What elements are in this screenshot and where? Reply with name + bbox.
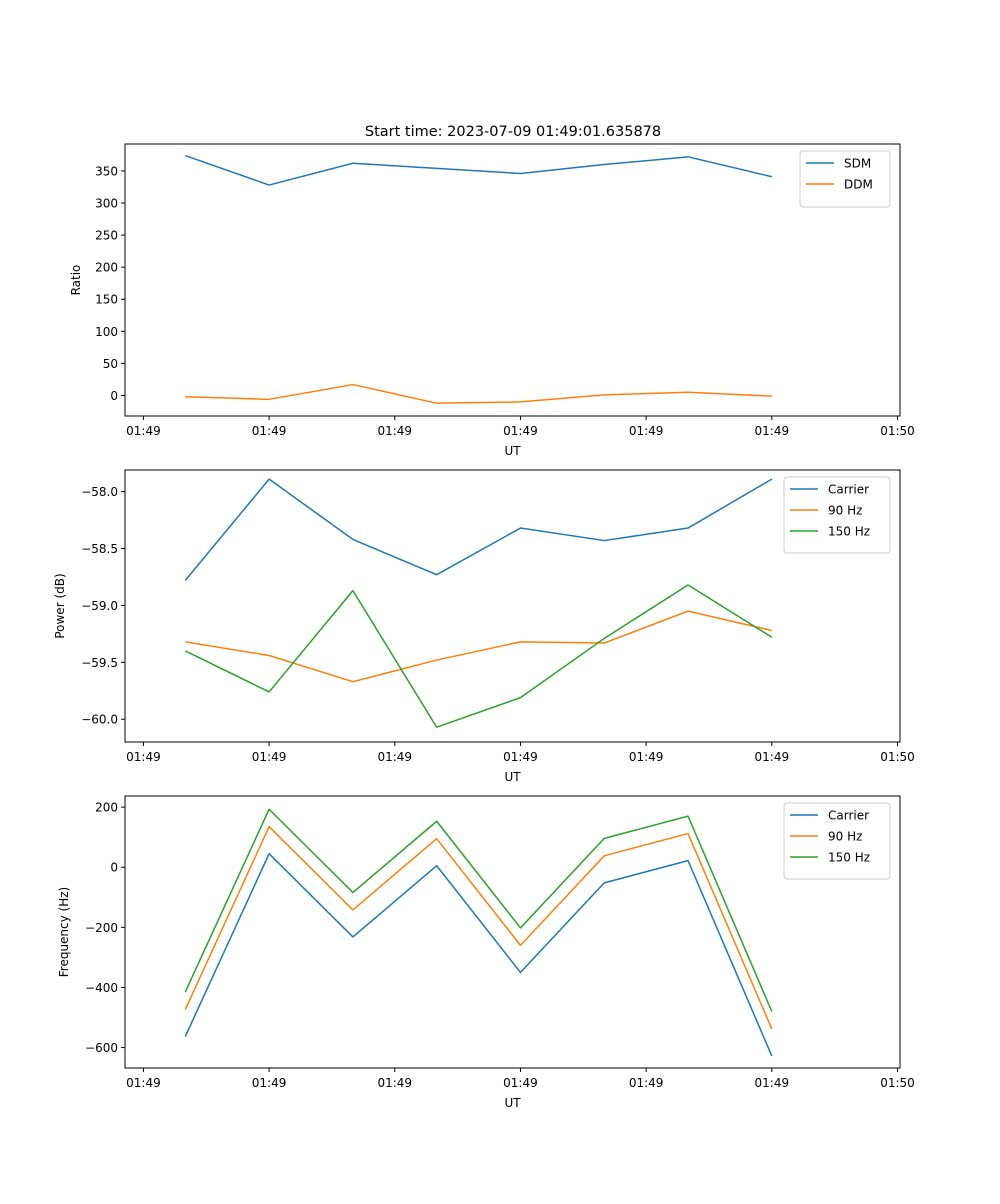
y-tick-label: 300: [95, 197, 118, 211]
x-tick-label: 01:49: [126, 1076, 161, 1090]
x-tick-label: 01:49: [126, 750, 161, 764]
y-tick-label: −60.0: [81, 713, 118, 727]
x-tick-label: 01:49: [503, 750, 538, 764]
x-tick-label: 01:49: [755, 424, 790, 438]
y-axis-label: Power (dB): [53, 573, 67, 638]
y-tick-label: −58.5: [81, 542, 118, 556]
legend-label: 150 Hz: [828, 525, 870, 539]
x-tick-label: 01:49: [377, 1076, 412, 1090]
x-tick-label: 01:50: [880, 750, 915, 764]
legend-label: 90 Hz: [828, 504, 862, 518]
legend-box: [799, 150, 891, 208]
series-line-90-hz: [185, 610, 772, 683]
x-tick-label: 01:49: [629, 1076, 664, 1090]
y-tick-label: 0: [110, 389, 118, 403]
legend-label: 150 Hz: [828, 851, 870, 865]
y-tick-label: −59.5: [81, 656, 118, 670]
legend-label: Carrier: [828, 483, 869, 497]
legend-box: [783, 802, 891, 880]
y-tick-label: 100: [95, 325, 118, 339]
y-tick-label: −59.0: [81, 599, 118, 613]
y-tick-label: 350: [95, 164, 118, 178]
x-axis-label: UT: [504, 770, 521, 784]
x-axis-label: UT: [504, 444, 521, 458]
x-tick-label: 01:49: [503, 1076, 538, 1090]
x-tick-label: 01:49: [629, 424, 664, 438]
x-tick-label: 01:49: [629, 750, 664, 764]
y-tick-label: −400: [85, 981, 118, 995]
series-line-carrier: [184, 478, 773, 581]
series-line-carrier: [184, 852, 773, 1057]
x-tick-label: 01:49: [755, 750, 790, 764]
y-axis-label: Ratio: [69, 265, 83, 296]
series-line-150-hz: [184, 584, 773, 728]
y-tick-label: −200: [85, 921, 118, 935]
series-line-sdm: [185, 154, 772, 186]
x-tick-label: 01:49: [503, 424, 538, 438]
legend: Carrier 90 Hz 150 Hz: [783, 476, 891, 554]
legend-label: Carrier: [828, 809, 869, 823]
x-tick-label: 01:49: [252, 750, 287, 764]
legend-box: [783, 476, 891, 554]
y-tick-label: 0: [110, 861, 118, 875]
series-line-150-hz: [184, 808, 773, 1012]
x-tick-label: 01:49: [126, 424, 161, 438]
axes-frame: [124, 469, 901, 743]
x-tick-label: 01:49: [377, 750, 412, 764]
y-tick-label: 200: [95, 261, 118, 275]
frequency-panel: 01:49 01:49 01:49 01:49 01:49 01:49 01:50 −600 −…: [57, 795, 915, 1110]
y-tick-label: −58.0: [81, 485, 118, 499]
legend: Carrier 90 Hz 150 Hz: [783, 802, 891, 880]
y-tick-label: 250: [95, 229, 118, 243]
y-tick-label: 150: [95, 293, 118, 307]
y-tick-label: −600: [85, 1041, 118, 1055]
series-line-ddm: [185, 383, 772, 404]
x-tick-label: 01:49: [252, 424, 287, 438]
y-tick-label: 50: [103, 357, 118, 371]
y-axis-label: Frequency (Hz): [57, 887, 71, 978]
y-tick-label: 200: [95, 801, 118, 815]
x-tick-label: 01:49: [252, 1076, 287, 1090]
series-line-90-hz: [184, 825, 773, 1030]
axes-frame: [124, 795, 901, 1069]
legend: SDM DDM: [799, 150, 891, 208]
legend-label: SDM: [844, 157, 871, 171]
x-axis-label: UT: [504, 1096, 521, 1110]
x-tick-label: 01:50: [880, 424, 915, 438]
power-panel: 01:49 01:49 01:49 01:49 01:49 01:49 01:50 −60.0…: [53, 469, 915, 784]
chart-title: Start time: 2023-07-09 01:49:01.635878: [365, 124, 661, 140]
ratio-panel: 01:49 01:49 01:49 01:49 01:49 01:49 01:50 0 50 10…: [69, 143, 915, 458]
legend-label: DDM: [844, 178, 873, 192]
axes-frame: [124, 143, 901, 417]
x-tick-label: 01:49: [377, 424, 412, 438]
legend-label: 90 Hz: [828, 830, 862, 844]
x-tick-label: 01:50: [880, 1076, 915, 1090]
x-tick-label: 01:49: [755, 1076, 790, 1090]
